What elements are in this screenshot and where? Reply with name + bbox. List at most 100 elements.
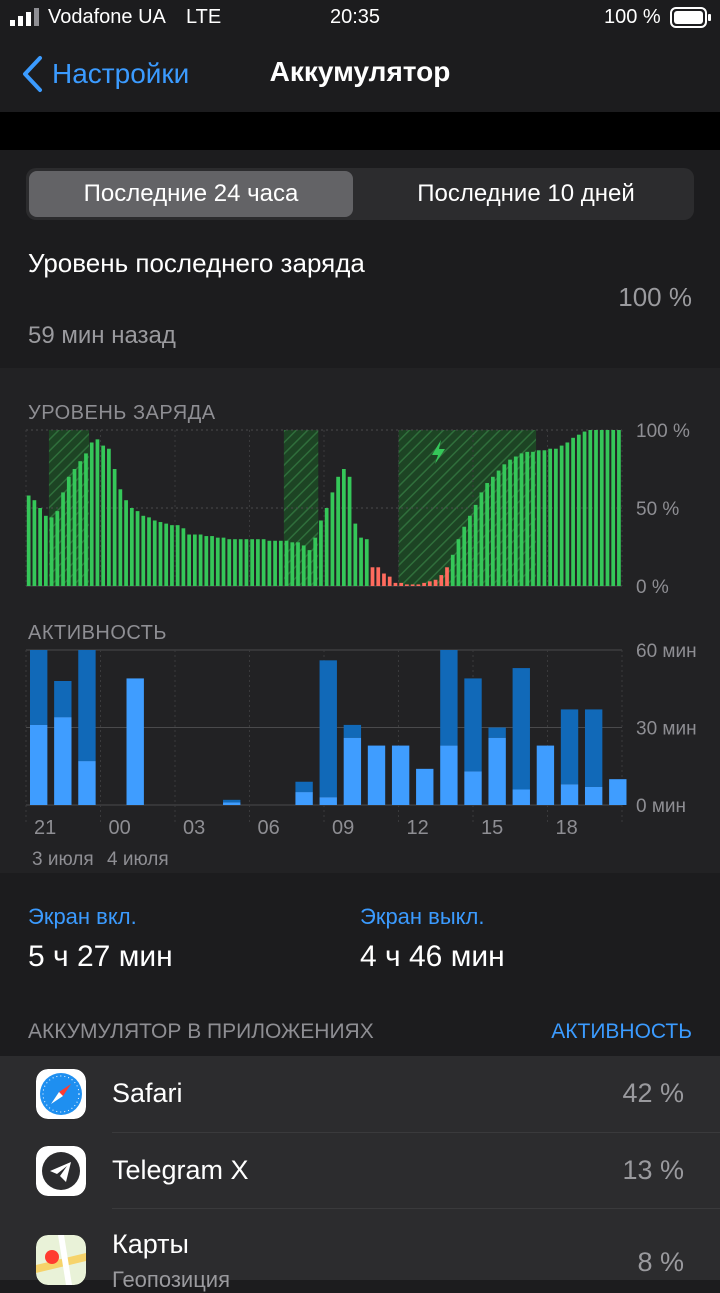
battery-level-bar bbox=[565, 442, 570, 586]
activity-tick-label: 0 мин bbox=[636, 796, 686, 817]
battery-level-bar bbox=[617, 430, 621, 586]
screen-on-bar bbox=[54, 717, 72, 805]
activity-chart-title: АКТИВНОСТЬ bbox=[28, 622, 168, 644]
network-type: LTE bbox=[186, 6, 222, 28]
screen-on-bar bbox=[609, 779, 627, 805]
battery-level-bar bbox=[181, 528, 186, 586]
battery-level-bar bbox=[599, 430, 604, 586]
battery-level-bar bbox=[147, 517, 151, 586]
battery-level-bar bbox=[313, 537, 318, 586]
screen-on-value: 5 ч 27 мин bbox=[28, 940, 173, 973]
apps-list bbox=[0, 1056, 720, 1280]
screen-off-bar bbox=[440, 650, 458, 746]
activity-tick-label: 30 мин bbox=[636, 719, 697, 740]
date-label: 3 июля bbox=[32, 849, 94, 870]
back-button[interactable]: Настройки bbox=[20, 54, 189, 94]
battery-level-bar bbox=[427, 581, 432, 586]
segment-last-10-days[interactable]: Последние 10 дней bbox=[417, 180, 635, 207]
maps-icon bbox=[36, 1235, 86, 1285]
screen-on-bar bbox=[536, 745, 555, 805]
row-separator bbox=[112, 1208, 720, 1209]
battery-level-bar bbox=[416, 584, 421, 586]
battery-level-bar bbox=[164, 523, 169, 586]
battery-level-bar bbox=[370, 567, 375, 586]
chevron-left-icon bbox=[23, 56, 42, 92]
battery-level-bar bbox=[296, 542, 300, 586]
battery-level-bar bbox=[433, 579, 438, 586]
app-subtitle: Геопозиция bbox=[112, 1267, 230, 1292]
battery-level-bar bbox=[496, 470, 501, 586]
screen-off-value: 4 ч 46 мин bbox=[360, 940, 505, 973]
battery-level-bar bbox=[124, 500, 128, 586]
app-name: Telegram X bbox=[112, 1155, 249, 1185]
hour-tick-label: 18 bbox=[556, 817, 578, 839]
screen-on-bar bbox=[416, 768, 434, 805]
app-row-telegram[interactable]: Telegram X 13 % bbox=[0, 1133, 720, 1209]
battery-level-bar bbox=[341, 469, 346, 586]
battery-level-bar bbox=[582, 431, 587, 586]
battery-level-bar bbox=[324, 508, 329, 586]
apps-section-title: АККУМУЛЯТОР В ПРИЛОЖЕНИЯХ bbox=[28, 1020, 374, 1043]
battery-level-bar bbox=[376, 567, 381, 586]
battery-level-bar bbox=[525, 451, 530, 586]
battery-level-bar bbox=[462, 526, 467, 586]
battery-level-bar bbox=[66, 476, 71, 586]
battery-level-bar bbox=[43, 515, 48, 586]
battery-level-bar bbox=[175, 525, 180, 586]
battery-level-bar bbox=[170, 525, 174, 586]
level-tick-label: 100 % bbox=[636, 421, 690, 442]
app-percent: 8 % bbox=[637, 1247, 684, 1277]
hour-tick-label: 03 bbox=[183, 817, 205, 839]
battery-level-bar bbox=[393, 582, 398, 586]
battery-level-bar bbox=[588, 430, 593, 586]
app-name: Карты bbox=[112, 1229, 189, 1259]
screen-on-bar bbox=[464, 771, 482, 805]
app-percent: 42 % bbox=[622, 1078, 684, 1108]
charging-bolt-icon bbox=[432, 440, 445, 464]
battery-level-bar bbox=[278, 540, 283, 586]
battery-level-bar bbox=[347, 476, 352, 586]
hour-tick-label: 15 bbox=[481, 817, 503, 839]
battery-level-bar bbox=[198, 534, 203, 586]
battery-level-bar bbox=[502, 464, 507, 586]
battery-level-bar bbox=[531, 451, 535, 586]
battery-level-bar bbox=[261, 539, 266, 586]
battery-level-bar bbox=[519, 453, 524, 586]
screen-on-bar bbox=[488, 737, 506, 805]
screen-on-bar bbox=[560, 784, 579, 805]
app-row-maps[interactable]: Карты Геопозиция 8 % bbox=[0, 1209, 720, 1292]
level-tick-label: 0 % bbox=[636, 577, 669, 598]
battery-level-bar bbox=[571, 437, 575, 586]
date-label: 4 июля bbox=[107, 849, 169, 870]
screen-on-bar bbox=[30, 724, 48, 805]
battery-level-bar bbox=[267, 540, 272, 586]
battery-level-bar bbox=[513, 456, 518, 586]
battery-level-bar bbox=[594, 430, 598, 586]
segment-last-24-hours[interactable]: Последние 24 часа bbox=[29, 171, 353, 217]
battery-level-bar bbox=[399, 582, 404, 586]
battery-level-bar bbox=[508, 459, 512, 586]
battery-level-bar bbox=[89, 442, 94, 586]
battery-level-bar bbox=[49, 517, 54, 586]
battery-level-chart: 100 % 50 % 0 % bbox=[25, 421, 690, 598]
screen-off-bar bbox=[319, 660, 337, 798]
carrier-name: Vodafone UA bbox=[48, 6, 166, 28]
battery-level-bar bbox=[548, 448, 553, 586]
battery-level-chart-title: УРОВЕНЬ ЗАРЯДА bbox=[28, 402, 216, 424]
hour-tick-label: 06 bbox=[258, 817, 280, 839]
period-segmented-control: Последние 24 часа Последние 10 дней bbox=[26, 168, 694, 220]
app-row-safari[interactable]: Safari 42 % bbox=[0, 1056, 720, 1132]
battery-level-bar bbox=[468, 515, 472, 586]
battery-level-bar bbox=[101, 445, 106, 586]
hour-tick-label: 00 bbox=[109, 817, 131, 839]
battery-level-bar bbox=[301, 545, 306, 586]
screen-on-bar bbox=[295, 792, 313, 805]
activity-toggle-button[interactable]: АКТИВНОСТЬ bbox=[551, 1020, 692, 1043]
battery-level-bar bbox=[129, 508, 134, 586]
hour-tick-label: 12 bbox=[407, 817, 429, 839]
battery-level-bar bbox=[605, 430, 610, 586]
telegram-icon bbox=[36, 1146, 86, 1196]
battery-level-bar bbox=[204, 536, 209, 586]
battery-icon bbox=[670, 7, 711, 28]
battery-level-bar bbox=[72, 469, 77, 586]
